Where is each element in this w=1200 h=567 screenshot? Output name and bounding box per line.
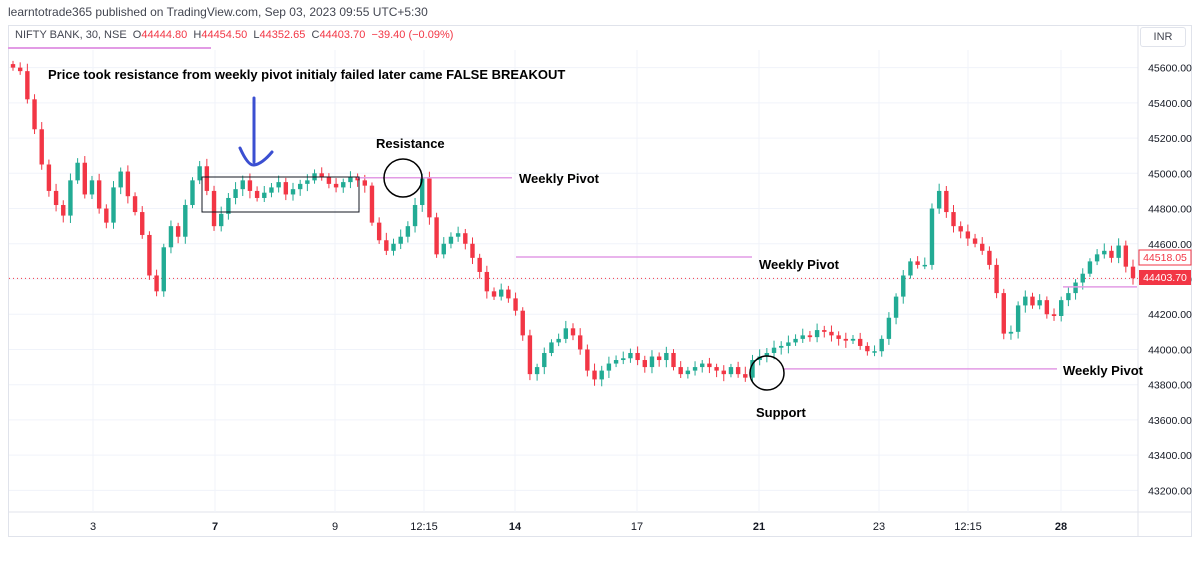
legend-underline (8, 47, 211, 49)
publisher-caption: learntotrade365 published on TradingView… (8, 5, 428, 19)
symbol-legend: NIFTY BANK, 30, NSE O44444.80 H44454.50 … (15, 29, 453, 41)
chart-frame (8, 25, 1192, 537)
close-label: C (311, 29, 320, 41)
currency-button[interactable]: INR (1140, 27, 1186, 47)
close-value: 44403.70 (319, 29, 366, 41)
open-label: O (132, 29, 142, 41)
open-value: 44444.80 (141, 29, 188, 41)
low-label: L (253, 29, 260, 41)
high-value: 44454.50 (201, 29, 248, 41)
change-value: −39.40 (−0.09%) (371, 29, 454, 41)
symbol-name: NIFTY BANK, 30, NSE (15, 29, 127, 41)
low-value: 44352.65 (259, 29, 306, 41)
high-label: H (193, 29, 202, 41)
